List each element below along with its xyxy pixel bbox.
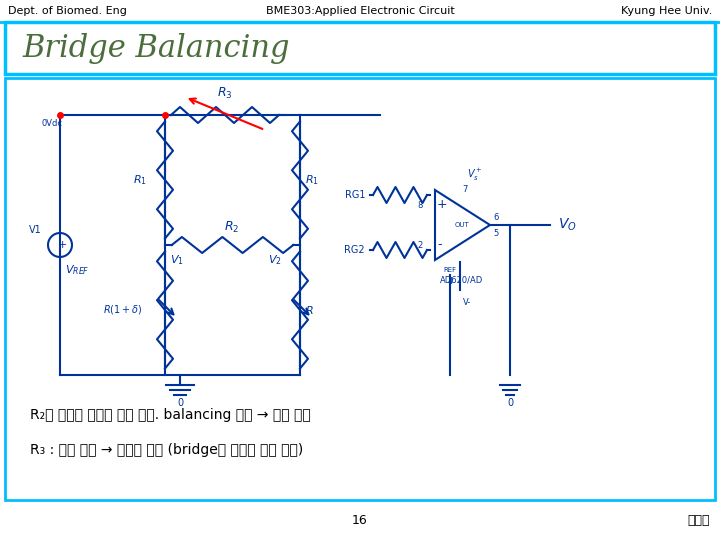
Bar [5,22,715,74]
Text: V1: V1 [29,225,41,235]
Text: 이규락: 이규락 [688,514,710,526]
Text: $R_1$: $R_1$ [305,173,319,187]
Bar [5,78,715,500]
Text: OUT: OUT [454,222,469,228]
Text: REF: REF [444,267,456,273]
Text: RG1: RG1 [344,190,365,200]
Text: Bridge Balancing: Bridge Balancing [22,32,289,64]
Text: 8: 8 [418,200,423,210]
Bar [0,0,720,22]
Text: $R_3$: $R_3$ [217,85,233,100]
Text: $V_s^+$: $V_s^+$ [467,167,482,183]
Text: $R_2$: $R_2$ [225,219,240,234]
Text: $R(1+\delta)$: $R(1+\delta)$ [104,303,143,316]
Text: 0: 0 [177,398,183,408]
Text: 0: 0 [507,398,513,408]
Text: 2: 2 [418,240,423,249]
Text: BME303:Applied Electronic Circuit: BME303:Applied Electronic Circuit [266,6,454,16]
Text: $R_1$: $R_1$ [133,173,147,187]
Text: $V_2$: $V_2$ [269,253,282,267]
Text: $R$: $R$ [305,304,314,316]
Text: $V_1$: $V_1$ [170,253,184,267]
Text: $V_O$: $V_O$ [558,217,577,233]
Text: Dept. of Biomed. Eng: Dept. of Biomed. Eng [8,6,127,16]
Text: R₂로 좌우의 저항을 같게 맞춤. balancing 조절 → 영점 조절: R₂로 좌우의 저항을 같게 맞춤. balancing 조절 → 영점 조절 [30,408,311,422]
Text: 16: 16 [352,514,368,526]
Text: 5: 5 [493,228,498,238]
Text: 4: 4 [447,278,453,287]
Text: V-: V- [463,298,472,307]
Text: R₃ : 전류 제어 → 민감도 조절 (bridge에 흐르는 전류 제어): R₃ : 전류 제어 → 민감도 조절 (bridge에 흐르는 전류 제어) [30,443,303,457]
Text: Kyung Hee Univ.: Kyung Hee Univ. [621,6,712,16]
Text: AD620/AD: AD620/AD [440,275,483,285]
Text: 0Vdc: 0Vdc [42,118,63,127]
Text: 6: 6 [493,213,498,221]
Text: +: + [58,240,67,250]
Text: RG2: RG2 [344,245,365,255]
Text: -: - [437,239,441,252]
Text: $V_{REF}$: $V_{REF}$ [65,263,89,277]
Text: 7: 7 [462,186,468,194]
Text: +: + [437,199,448,212]
